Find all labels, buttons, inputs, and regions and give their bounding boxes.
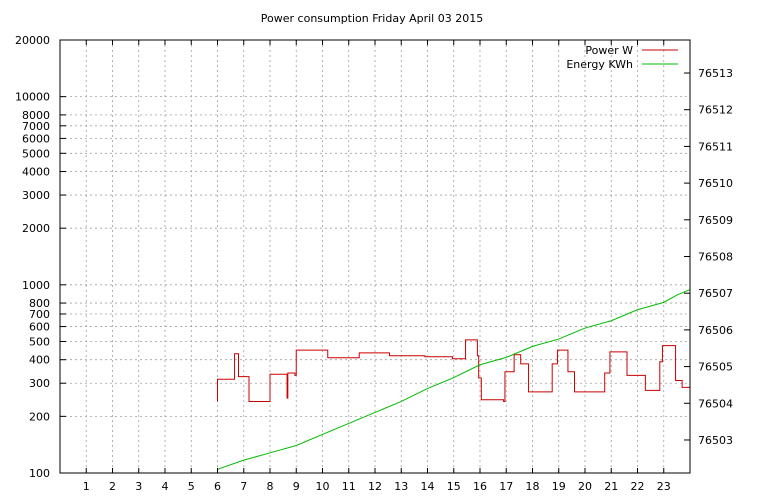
y2-tick-label: 76508 (698, 251, 733, 264)
x-tick-label: 16 (473, 480, 487, 493)
x-tick-label: 12 (368, 480, 382, 493)
x-tick-label: 19 (552, 480, 566, 493)
y-tick-label: 400 (29, 354, 50, 367)
y2-tick-label: 76511 (698, 140, 733, 153)
x-axis: 1 2 3 4 5 6 7 8 9 10 11 12 13 14 15 16 17 18 19 20 21 22 23 (83, 40, 671, 493)
legend-label: Power W (585, 44, 633, 57)
y-tick-label: 10000 (15, 91, 50, 104)
y2-tick-label: 76509 (698, 214, 733, 227)
x-tick-label: 3 (135, 480, 142, 493)
y-tick-label: 2000 (22, 222, 50, 235)
y-tick-label: 700 (29, 308, 50, 321)
y-tick-label: 6000 (22, 132, 50, 145)
x-tick-label: 18 (526, 480, 540, 493)
y-tick-label: 600 (29, 321, 50, 334)
y2-tick-label: 76504 (698, 397, 733, 410)
chart-title: Power consumption Friday April 03 2015 (261, 12, 483, 25)
y2-tick-label: 76510 (698, 177, 733, 190)
y-tick-label: 500 (29, 335, 50, 348)
y2-tick-label: 76506 (698, 324, 733, 337)
x-tick-label: 9 (293, 480, 300, 493)
y-tick-label: 8000 (22, 109, 50, 122)
x-tick-label: 15 (447, 480, 461, 493)
x-tick-label: 22 (631, 480, 645, 493)
x-tick-label: 20 (578, 480, 592, 493)
y-tick-label: 1000 (22, 279, 50, 292)
x-tick-label: 2 (109, 480, 116, 493)
x-tick-label: 8 (267, 480, 274, 493)
y-tick-label: 300 (29, 377, 50, 390)
x-tick-label: 23 (657, 480, 671, 493)
y-tick-label: 20000 (15, 34, 50, 47)
y-tick-label: 5000 (22, 147, 50, 160)
y-tick-label: 200 (29, 410, 50, 423)
x-tick-label: 10 (316, 480, 330, 493)
y-tick-label: 100 (29, 467, 50, 480)
y2-tick-label: 76503 (698, 434, 733, 447)
x-tick-label: 6 (214, 480, 221, 493)
y2-tick-label: 76505 (698, 361, 733, 374)
y-tick-label: 3000 (22, 189, 50, 202)
x-tick-label: 1 (83, 480, 90, 493)
y2-tick-label: 76512 (698, 104, 733, 117)
x-tick-label: 21 (604, 480, 618, 493)
series-layer (217, 289, 691, 470)
x-tick-label: 17 (499, 480, 513, 493)
x-tick-label: 5 (188, 480, 195, 493)
x-tick-label: 4 (162, 480, 169, 493)
x-tick-label: 13 (394, 480, 408, 493)
energy-kwh-line (217, 289, 691, 470)
legend-label: Energy KWh (566, 58, 633, 71)
x-tick-label: 14 (421, 480, 435, 493)
x-tick-label: 11 (342, 480, 356, 493)
y-tick-label: 7000 (22, 120, 50, 133)
x-tick-label: 7 (240, 480, 247, 493)
y2-tick-label: 76507 (698, 287, 733, 300)
y-axis-right: 76503 76504 76505 76506 76507 76508 76509 76510… (684, 67, 733, 447)
y2-tick-label: 76513 (698, 67, 733, 80)
power-w-line (217, 339, 690, 402)
y-tick-label: 4000 (22, 166, 50, 179)
y-tick-label: 800 (29, 297, 50, 310)
